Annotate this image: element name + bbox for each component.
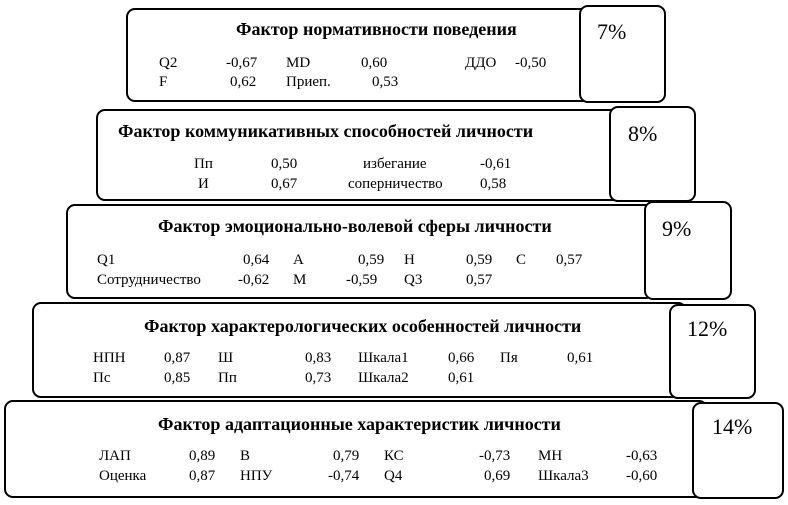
- var-name: НПН: [93, 350, 126, 366]
- factor-percent-2: 8%: [628, 121, 658, 146]
- factor-title-4: Фактор характерологических особенностей …: [144, 316, 582, 336]
- percent-box-4: [669, 304, 756, 399]
- var-name: Шкала1: [358, 350, 409, 366]
- var-value: 0,79: [333, 448, 360, 464]
- var-name: Пп: [218, 370, 237, 386]
- var-name: Пс: [93, 370, 111, 386]
- factor-title-5: Фактор адаптационные характеристик лично…: [158, 414, 561, 434]
- var-value: 0,64: [243, 252, 270, 268]
- var-name: Приеп.: [286, 74, 331, 90]
- var-value: -0,60: [626, 468, 658, 484]
- percent-box-3: [644, 201, 732, 300]
- var-name: Ш: [218, 350, 234, 366]
- var-name: Сотрудничество: [97, 272, 201, 288]
- var-name: A: [293, 252, 304, 268]
- var-value: 0,53: [372, 74, 399, 90]
- var-value: 0,69: [484, 468, 511, 484]
- var-name: соперничество: [348, 176, 443, 192]
- var-value: 0,61: [448, 370, 475, 386]
- var-name: Q4: [384, 468, 403, 484]
- var-value: -0,62: [238, 272, 270, 288]
- percent-box-5: [692, 402, 784, 499]
- var-name: Пп: [194, 156, 213, 172]
- factor-percent-4: 12%: [687, 316, 728, 341]
- var-value: 0,62: [230, 74, 257, 90]
- factor-box-2: [96, 109, 624, 201]
- percent-box-1: [579, 5, 666, 103]
- var-value: 0,50: [271, 156, 298, 172]
- var-value: 0,59: [466, 252, 493, 268]
- var-name: Q1: [97, 252, 116, 268]
- var-value: 0,66: [448, 350, 475, 366]
- var-name: ДДО: [465, 55, 497, 71]
- factor-title-1: Фактор нормативности поведения: [236, 19, 517, 39]
- var-name: Q2: [159, 55, 178, 71]
- var-value: -0,63: [626, 448, 658, 464]
- var-name: MD: [286, 55, 311, 71]
- var-value: -0,74: [328, 468, 360, 484]
- factor-box-1: [126, 8, 593, 102]
- var-value: 0,57: [466, 272, 493, 288]
- factor-box-3: [66, 204, 655, 299]
- var-name: C: [516, 252, 527, 268]
- var-name: Шкала3: [538, 468, 589, 484]
- var-name: И: [198, 176, 209, 192]
- var-value: 0,87: [164, 350, 191, 366]
- var-value: 0,60: [361, 55, 388, 71]
- var-value: 0,57: [556, 252, 583, 268]
- var-value: 0,83: [305, 350, 332, 366]
- var-value: -0,73: [479, 448, 511, 464]
- var-name: КС: [384, 448, 404, 464]
- var-name: H: [404, 252, 415, 268]
- var-value: 0,85: [164, 370, 191, 386]
- percent-box-2: [609, 106, 696, 202]
- var-name: избегание: [363, 156, 427, 172]
- var-name: F: [159, 74, 168, 90]
- factor-box-4: [32, 302, 687, 398]
- factor-title-2: Фактор коммуникативных способностей личн…: [118, 121, 534, 141]
- var-value: -0,59: [346, 272, 378, 288]
- factor-percent-5: 14%: [712, 414, 753, 439]
- var-value: 0,59: [358, 252, 385, 268]
- var-name: Шкала2: [358, 370, 409, 386]
- factor-percent-3: 9%: [662, 216, 692, 241]
- factor-title-3: Фактор эмоционально-волевой сферы личнос…: [158, 216, 552, 236]
- var-value: 0,61: [567, 350, 594, 366]
- var-name: Q3: [404, 272, 423, 288]
- var-value: -0,61: [480, 156, 512, 172]
- var-name: Оценка: [99, 468, 147, 484]
- var-name: ЛАП: [99, 448, 131, 464]
- var-name: M: [293, 272, 307, 288]
- var-name: Пя: [500, 350, 518, 366]
- var-value: 0,87: [189, 468, 216, 484]
- var-value: -0,50: [515, 55, 547, 71]
- var-value: 0,58: [480, 176, 507, 192]
- factor-box-5: [4, 400, 708, 498]
- var-name: B: [240, 448, 251, 464]
- var-value: 0,89: [189, 448, 216, 464]
- factor-percent-1: 7%: [597, 19, 627, 44]
- var-value: 0,73: [305, 370, 332, 386]
- var-name: НПУ: [240, 468, 273, 484]
- var-value: -0,67: [226, 55, 258, 71]
- var-name: МН: [538, 448, 563, 464]
- var-value: 0,67: [271, 176, 298, 192]
